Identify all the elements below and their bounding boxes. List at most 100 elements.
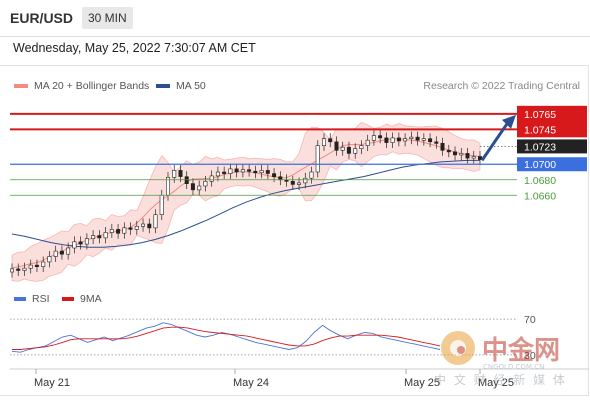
watermark-tagline: 中 文 财 经 新 媒 体 — [434, 372, 567, 386]
candle — [421, 138, 426, 141]
candle — [365, 139, 370, 146]
rsi-level-label: 70 — [524, 314, 536, 326]
bollinger-band-area — [11, 121, 481, 282]
candle — [471, 156, 476, 159]
candle — [190, 183, 195, 191]
last-price-box — [517, 139, 587, 154]
candle — [215, 171, 220, 177]
x-tick-label: May 24 — [233, 377, 269, 389]
legend-rsi-ma: 9MA — [62, 293, 102, 305]
candle — [415, 136, 420, 141]
candle — [10, 268, 15, 273]
forecast-arrow — [480, 122, 509, 162]
currency-pair: EUR/USD — [10, 10, 74, 26]
candle — [134, 226, 139, 230]
candle — [91, 235, 96, 240]
candle — [153, 214, 158, 229]
support-label: 1.0680 — [524, 175, 556, 187]
candle — [371, 135, 376, 141]
candle — [97, 235, 102, 239]
x-tick-label: May 25 — [478, 377, 514, 389]
candle — [103, 232, 108, 239]
candle — [22, 267, 27, 271]
candle — [390, 137, 395, 143]
candle — [72, 241, 77, 249]
candle — [465, 153, 470, 159]
candle — [78, 241, 83, 245]
watermark-url: CNGOLD.COM.CN — [483, 363, 544, 371]
candle — [346, 146, 351, 154]
candle — [334, 141, 339, 151]
resistance-label-box — [517, 121, 587, 138]
forecast-arrow-head — [502, 114, 516, 129]
candle — [353, 148, 358, 154]
candle — [259, 170, 264, 173]
candle — [303, 177, 308, 184]
legend-ma50-label: MA 50 — [176, 80, 206, 92]
candle — [459, 153, 464, 156]
candle — [116, 229, 121, 234]
candle — [228, 168, 233, 174]
candle — [296, 182, 301, 185]
candle — [128, 227, 133, 230]
candle — [147, 223, 152, 229]
x-tick-label: May 25 — [404, 377, 440, 389]
candle — [378, 135, 383, 139]
candle — [384, 137, 389, 143]
candle — [141, 223, 146, 227]
watermark-logo-text: 中金网 — [482, 335, 560, 366]
candle — [290, 181, 295, 185]
timeframe-button[interactable]: 30 MIN — [82, 7, 133, 29]
candle — [197, 185, 202, 191]
candle — [209, 175, 214, 182]
candle — [428, 138, 433, 143]
support-label: 1.0660 — [524, 190, 556, 202]
candle — [278, 176, 283, 181]
legend-9ma-label: 9MA — [80, 293, 102, 305]
pivot-label: 1.0700 — [524, 159, 556, 171]
candle — [409, 136, 414, 140]
candle — [66, 247, 71, 255]
candle — [184, 176, 189, 184]
candle — [159, 195, 164, 216]
candle — [340, 146, 345, 151]
candle — [247, 169, 252, 172]
candle — [222, 171, 227, 174]
candle — [321, 138, 326, 146]
pivot-label-box — [517, 157, 587, 172]
candle — [434, 141, 439, 144]
candle — [53, 250, 58, 257]
last-price-label: 1.0723 — [524, 141, 556, 153]
watermark: 中金网 CNGOLD.COM.CN 中 文 财 经 新 媒 体 — [434, 331, 567, 386]
legend-swatch-9ma — [62, 297, 74, 302]
rsi-ma-line — [12, 326, 441, 350]
report-datetime: Wednesday, May 25, 2022 7:30:07 AM CET — [13, 41, 256, 55]
resistance-label: 1.0745 — [524, 124, 556, 136]
ma50-line — [11, 159, 480, 248]
legend-bollinger: MA 20 + Bollinger Bands — [14, 80, 149, 92]
candle — [403, 138, 408, 142]
candle — [203, 181, 208, 187]
candle — [309, 171, 314, 179]
candle — [16, 268, 21, 271]
x-tick-label: May 21 — [34, 377, 70, 389]
candle — [41, 261, 46, 267]
candle — [452, 151, 457, 156]
candle — [272, 173, 277, 178]
legend-swatch-rsi — [14, 297, 26, 302]
candle — [178, 170, 183, 177]
candle — [477, 156, 482, 160]
legend-bb-label: MA 20 + Bollinger Bands — [34, 80, 150, 92]
candle — [446, 150, 451, 153]
candle — [359, 145, 364, 150]
candle — [240, 169, 245, 173]
ma20-line — [11, 138, 481, 269]
legend-ma50: MA 50 — [156, 80, 206, 92]
candle — [122, 227, 127, 234]
resistance-label: 1.0765 — [524, 109, 556, 121]
candle — [34, 264, 39, 268]
top-bar: EUR/USD 30 MIN — [0, 0, 590, 36]
legend-rsi: RSI — [14, 293, 50, 305]
legend-swatch-bb — [14, 84, 28, 89]
